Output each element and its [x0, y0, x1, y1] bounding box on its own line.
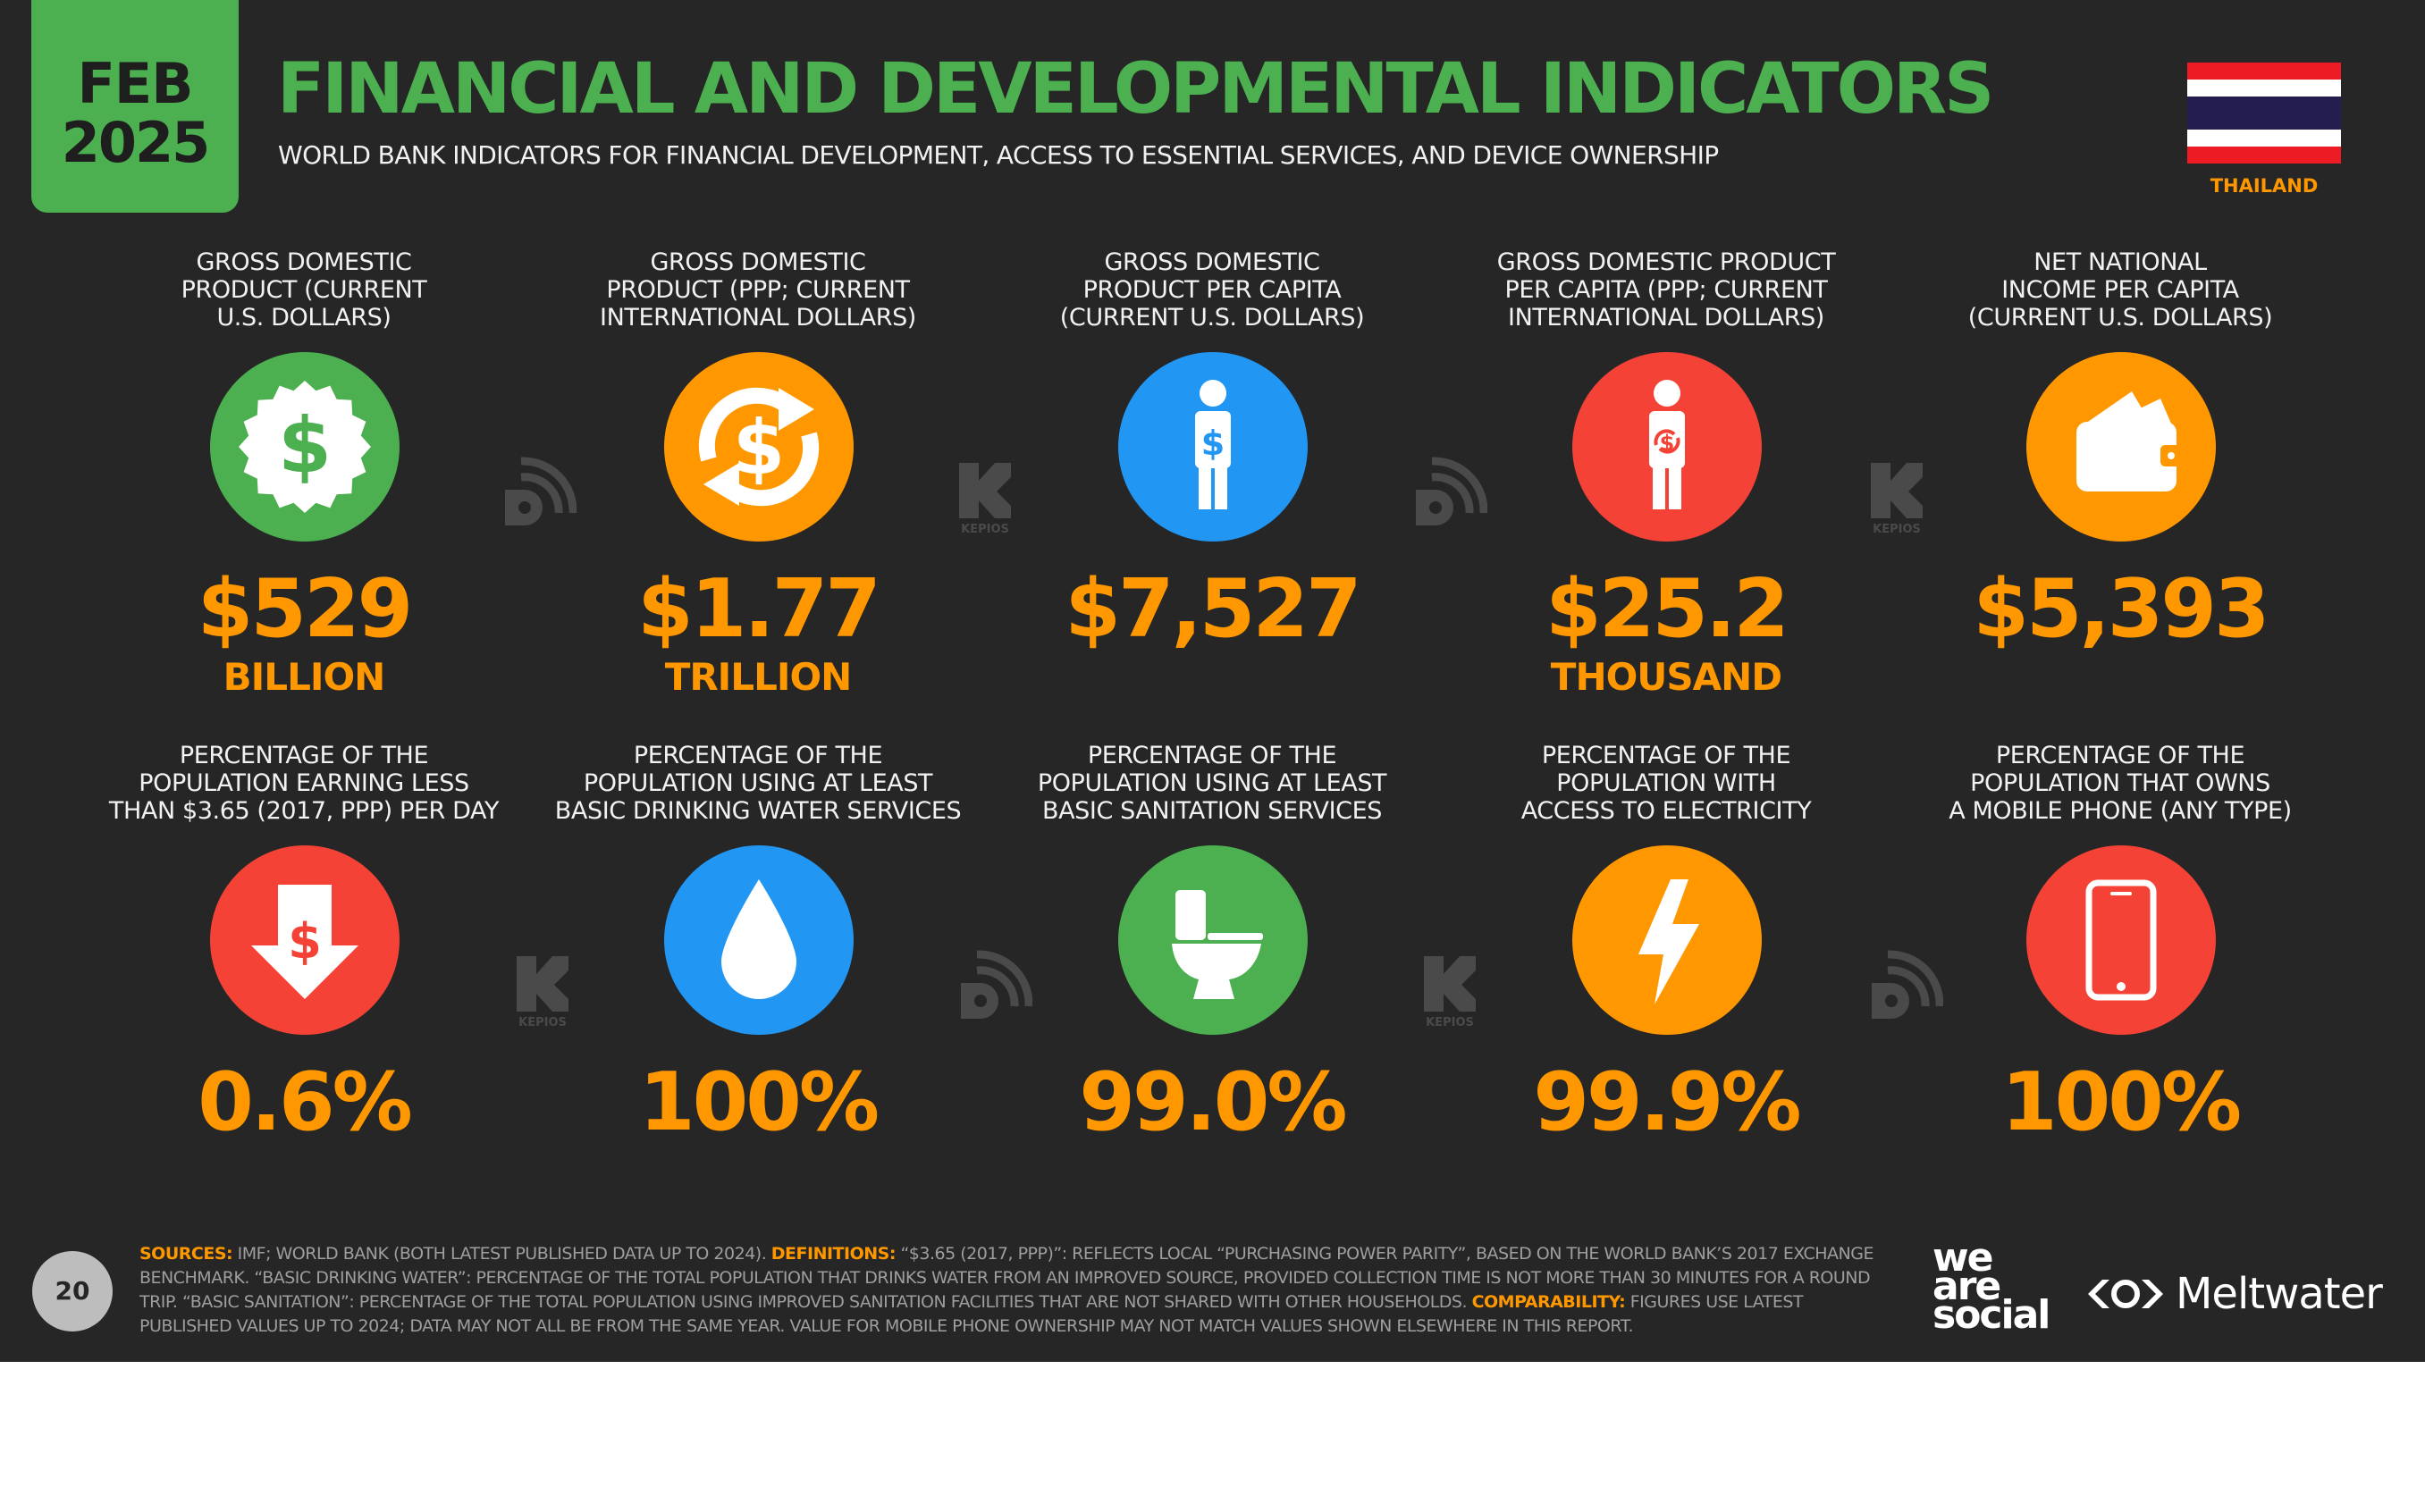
kepios-icon: KEPIOS — [1855, 454, 1937, 536]
meltwater-mark-icon — [2088, 1280, 2163, 1308]
indicator-label: NET NATIONAL — [2033, 248, 2207, 276]
indicator-label: A MOBILE PHONE (ANY TYPE) — [1949, 797, 2292, 825]
kepios-icon: KEPIOS — [943, 454, 1025, 536]
datareportal-icon — [494, 454, 577, 534]
indicator-value: $25.2 — [1545, 562, 1789, 656]
indicator-value: 100% — [638, 1055, 880, 1149]
svg-text:$: $ — [733, 404, 785, 491]
indicator-label: INCOME PER CAPITA — [2001, 276, 2239, 304]
water-drop-icon — [664, 845, 854, 1035]
indicator-label: GROSS DOMESTIC — [196, 248, 412, 276]
indicator-label: GROSS DOMESTIC — [650, 248, 866, 276]
indicator-label: GROSS DOMESTIC — [1104, 248, 1320, 276]
page-number: 20 — [32, 1251, 113, 1331]
mobile-phone-icon — [2026, 845, 2216, 1035]
date-month: FEB — [77, 51, 194, 116]
indicator-label: INTERNATIONAL DOLLARS) — [600, 304, 916, 332]
dollar-seal-icon: $ — [210, 352, 400, 542]
indicator-label: POPULATION THAT OWNS — [1970, 769, 2270, 797]
indicator-label: PRODUCT (CURRENT — [181, 276, 427, 304]
toilet-icon — [1118, 845, 1308, 1035]
indicator-label: (CURRENT U.S. DOLLARS) — [1967, 304, 2273, 332]
indicator-label: BASIC DRINKING WATER SERVICES — [554, 797, 962, 825]
indicator-label: BASIC SANITATION SERVICES — [1041, 797, 1383, 825]
svg-text:KEPIOS: KEPIOS — [1426, 1016, 1474, 1028]
indicator-value: 99.0% — [1079, 1055, 1347, 1149]
indicator-label: U.S. DOLLARS) — [216, 304, 392, 332]
indicator-value: $529 — [197, 562, 414, 656]
indicator-label: PERCENTAGE OF THE — [633, 742, 883, 769]
dollar-down-arrow-icon: $ — [210, 845, 400, 1035]
indicator-value: 0.6% — [198, 1055, 413, 1149]
page-title: FINANCIAL AND DEVELOPMENTAL INDICATORS — [277, 49, 1994, 130]
slide: FEB 2025 FINANCIAL AND DEVELOPMENTAL IND… — [0, 0, 2425, 1362]
indicator-label: POPULATION EARNING LESS — [139, 769, 469, 797]
indicator-value: 99.9% — [1533, 1055, 1801, 1149]
indicator-label: PRODUCT (PPP; CURRENT — [606, 276, 910, 304]
kepios-icon: KEPIOS — [501, 947, 583, 1029]
sources-text: IMF; WORLD BANK (BOTH LATEST PUBLISHED D… — [237, 1244, 767, 1264]
indicator-value: $5,393 — [1973, 562, 2269, 656]
page-subtitle: WORLD BANK INDICATORS FOR FINANCIAL DEVE… — [278, 140, 1719, 170]
datareportal-icon — [1861, 947, 1944, 1028]
indicator-unit: THOUSAND — [1550, 655, 1782, 699]
kepios-icon: KEPIOS — [1408, 947, 1490, 1029]
indicator-label: POPULATION USING AT LEAST — [1037, 769, 1387, 797]
thailand-flag-icon — [2187, 63, 2341, 164]
country-label: THAILAND — [2210, 175, 2319, 197]
indicator-label: PER CAPITA (PPP; CURRENT — [1504, 276, 1828, 304]
datareportal-icon — [950, 947, 1033, 1028]
indicator-unit: TRILLION — [664, 655, 853, 699]
meltwater-logo: Meltwater — [2083, 1269, 2383, 1319]
definitions-text: “$3.65 (2017, PPP)”: REFLECTS LOCAL “PUR… — [139, 1244, 1873, 1312]
comparability-key: COMPARABILITY: — [1471, 1292, 1626, 1312]
indicator-label: THAN $3.65 (2017, PPP) PER DAY — [108, 797, 500, 825]
datareportal-icon — [1405, 454, 1488, 534]
comparability-text: FIGURES USE LATEST PUBLISHED VALUES UP T… — [139, 1292, 1804, 1336]
indicator-label: PERCENTAGE OF THE — [1541, 742, 1791, 769]
person-exchange-icon: $ — [1572, 352, 1762, 542]
svg-text:KEPIOS: KEPIOS — [518, 1016, 567, 1028]
wallet-icon — [2026, 352, 2216, 542]
person-dollar-icon: $ — [1118, 352, 1308, 542]
footnote: SOURCES: IMF; WORLD BANK (BOTH LATEST PU… — [139, 1242, 1882, 1339]
svg-text:$: $ — [1201, 424, 1225, 463]
svg-text:KEPIOS: KEPIOS — [961, 523, 1009, 534]
sources-key: SOURCES: — [139, 1244, 233, 1264]
svg-text:$: $ — [278, 401, 332, 491]
date-badge: FEB 2025 — [31, 0, 239, 213]
date-year: 2025 — [61, 110, 211, 175]
definitions-key: DEFINITIONS: — [770, 1244, 897, 1264]
indicator-label: INTERNATIONAL DOLLARS) — [1508, 304, 1824, 332]
svg-text:$: $ — [288, 913, 322, 970]
indicator-unit: BILLION — [223, 655, 386, 699]
indicator-label: PERCENTAGE OF THE — [1995, 742, 2245, 769]
indicator-value: 100% — [2000, 1055, 2242, 1149]
indicator-value: $7,527 — [1065, 562, 1361, 656]
indicator-value: $1.77 — [637, 562, 881, 656]
indicator-label: (CURRENT U.S. DOLLARS) — [1059, 304, 1365, 332]
indicator-label: GROSS DOMESTIC PRODUCT — [1496, 248, 1836, 276]
we-are-social-logo: we are social — [1932, 1235, 2050, 1338]
indicator-label: POPULATION USING AT LEAST — [583, 769, 933, 797]
indicator-label: PRODUCT PER CAPITA — [1082, 276, 1342, 304]
dollar-exchange-icon: $ — [664, 352, 854, 542]
lightning-icon — [1572, 845, 1762, 1035]
indicator-label: PERCENTAGE OF THE — [1087, 742, 1337, 769]
svg-text:KEPIOS: KEPIOS — [1873, 523, 1921, 534]
svg-text:$: $ — [1660, 431, 1675, 456]
indicator-label: POPULATION WITH — [1556, 769, 1776, 797]
indicator-label: PERCENTAGE OF THE — [179, 742, 429, 769]
indicator-label: ACCESS TO ELECTRICITY — [1520, 797, 1812, 825]
